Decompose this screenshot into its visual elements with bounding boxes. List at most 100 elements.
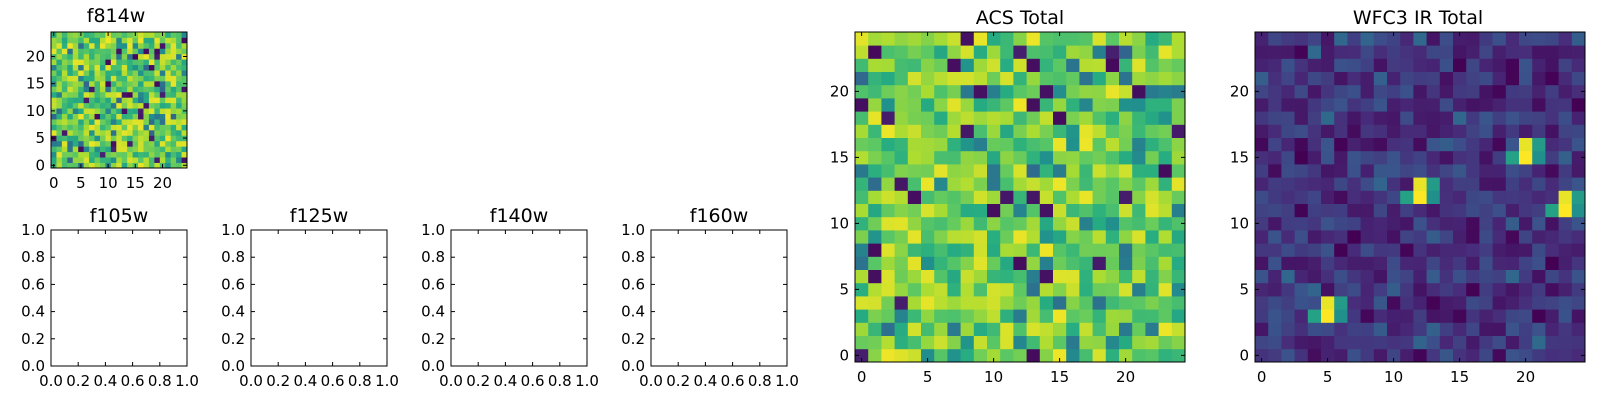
heatmap-cell (1105, 58, 1120, 72)
heatmap-cell (1026, 216, 1041, 231)
heatmap-cell (138, 157, 144, 163)
heatmap-cell (1000, 282, 1014, 297)
heatmap-cell (1079, 348, 1093, 363)
heatmap-cell (1132, 111, 1146, 125)
heatmap-cell (1145, 98, 1159, 112)
heatmap-cell (99, 64, 106, 71)
y-tick-label: 0 (35, 156, 45, 174)
heatmap-cell (894, 243, 909, 257)
heatmap-cell (1105, 243, 1120, 257)
heatmap-cell (105, 37, 112, 44)
heatmap-cell (165, 140, 172, 147)
heatmap-cell (894, 150, 909, 165)
heatmap-cell (1373, 335, 1388, 350)
heatmap-cell (67, 129, 74, 136)
heatmap-cell (1132, 164, 1146, 178)
heatmap-cell (907, 335, 922, 350)
heatmap-cell (1426, 190, 1441, 204)
heatmap-cell (881, 296, 895, 310)
heatmap-cell (94, 140, 101, 147)
heatmap-cell (1545, 309, 1559, 323)
heatmap-cell (1281, 71, 1295, 86)
heatmap-cell (1571, 203, 1586, 218)
heatmap-cell (78, 135, 85, 142)
heatmap-cell (132, 140, 139, 147)
heatmap-cell (116, 162, 123, 169)
heatmap-cell (1519, 282, 1533, 297)
heatmap-cell (116, 146, 123, 153)
heatmap-cell (56, 102, 63, 109)
heatmap-cell (1171, 124, 1186, 138)
heatmap-cell (1171, 348, 1186, 363)
heatmap-cell (881, 216, 895, 231)
heatmap-cell (138, 64, 144, 71)
heatmap-cell (1066, 322, 1080, 336)
heatmap-cell (181, 124, 188, 131)
heatmap-cell (1053, 111, 1067, 125)
heatmap-cell (121, 146, 128, 153)
heatmap-cell (1558, 190, 1573, 204)
heatmap-cell (67, 80, 74, 87)
x-tick-label: 15 (1050, 368, 1069, 386)
heatmap-cell (110, 108, 117, 114)
heatmap-cell (881, 309, 895, 323)
heatmap-cell (181, 146, 188, 153)
heatmap-cell (987, 45, 1001, 59)
heatmap-cell (1145, 296, 1159, 310)
heatmap-cell (1479, 45, 1493, 59)
heatmap-cell (159, 91, 166, 98)
heatmap-cell (67, 124, 74, 131)
heatmap-cell (921, 282, 935, 297)
heatmap-cell (934, 322, 948, 336)
heatmap-cell (94, 146, 101, 153)
heatmap-cell (132, 75, 139, 82)
heatmap-cell (89, 124, 95, 131)
heatmap-cell (1145, 137, 1159, 152)
heatmap-cell (1105, 216, 1120, 231)
heatmap-cell (1255, 84, 1269, 99)
heatmap-cell (1294, 177, 1309, 191)
heatmap-cell (127, 129, 133, 136)
heatmap-cell (148, 140, 155, 147)
heatmap-cell (1334, 203, 1348, 218)
heatmap-cell (1347, 335, 1361, 350)
heatmap-cell (855, 58, 869, 72)
heatmap-cell (1119, 322, 1133, 336)
heatmap-cell (894, 282, 909, 297)
heatmap-cell (143, 80, 150, 87)
heatmap-cell (881, 282, 895, 297)
heatmap-cell (154, 102, 161, 109)
heatmap-cell (1532, 335, 1546, 350)
heatmap-cell (56, 108, 63, 114)
heatmap-cell (67, 53, 74, 60)
heatmap-cell (1519, 177, 1533, 191)
heatmap-cell (67, 91, 74, 98)
heatmap-cell (1360, 137, 1375, 152)
heatmap-cell (138, 59, 144, 66)
heatmap-cell (1039, 203, 1054, 218)
heatmap-cell (987, 296, 1001, 310)
heatmap-cell (138, 42, 144, 49)
heatmap-cell (1132, 190, 1146, 204)
heatmap-cell (56, 119, 63, 125)
heatmap-cell (1013, 322, 1027, 336)
heatmap-cell (1453, 71, 1467, 86)
heatmap-cell (1479, 137, 1493, 152)
heatmap-cell (89, 108, 95, 114)
heatmap-cell (116, 97, 123, 104)
heatmap-cell (72, 70, 79, 76)
heatmap-cell (1334, 124, 1348, 138)
heatmap-cell (110, 64, 117, 71)
heatmap-cell (83, 42, 90, 49)
heatmap-cell (127, 151, 133, 158)
heatmap-cell (110, 86, 117, 93)
heatmap-cell (1171, 335, 1186, 350)
heatmap-cell (170, 124, 177, 131)
heatmap-cell (1026, 269, 1041, 284)
heatmap-cell (1479, 230, 1493, 244)
heatmap-cell (1558, 269, 1573, 284)
heatmap-cell (127, 37, 133, 44)
heatmap-cell (1360, 296, 1375, 310)
heatmap-cell (1321, 137, 1335, 152)
heatmap-cell (1387, 124, 1401, 138)
